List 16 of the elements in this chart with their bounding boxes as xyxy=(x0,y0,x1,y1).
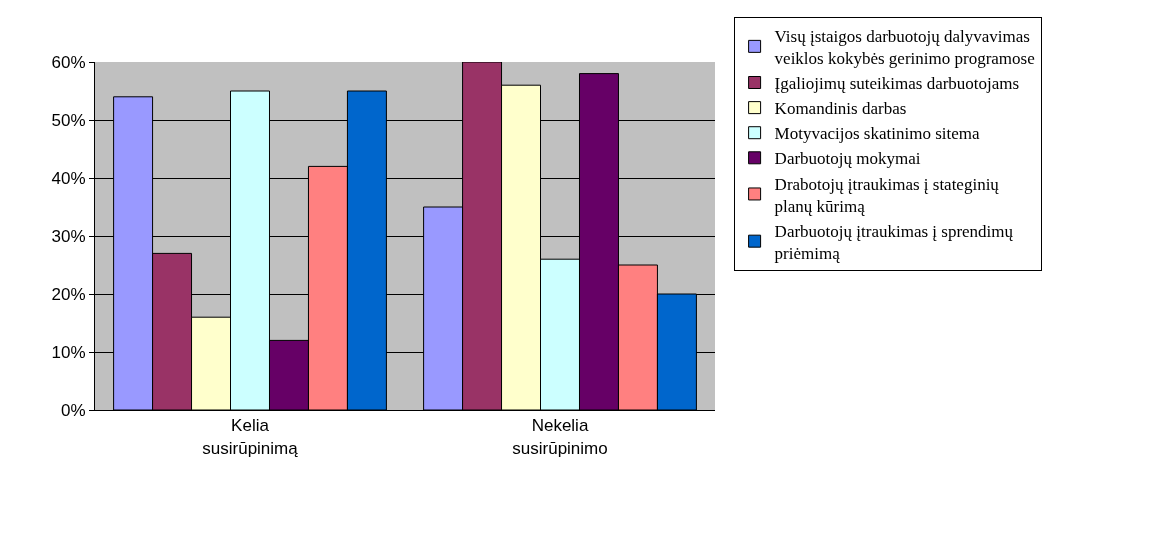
y-tick-label: 0% xyxy=(61,400,86,420)
legend-label: Darbuotojų mokymai xyxy=(774,149,921,169)
legend-label: Komandinis darbas xyxy=(774,99,907,119)
y-tick-label: 10% xyxy=(51,342,86,362)
legend-label: Visų įstaigos darbuotojų dalyvavimas veiklos kokybės gerinimo programose xyxy=(774,26,1035,69)
y-tick-label: 40% xyxy=(51,168,86,188)
y-tick-label: 50% xyxy=(51,110,86,130)
legend-label: Darbuotojų įtraukimas į sprendimų priėmimą xyxy=(774,221,1014,263)
x-tick-label: Nekelia susirūpinimo xyxy=(512,416,608,458)
legend-label: Drabotojų įtraukimas į stateginių planų kūrimą xyxy=(774,174,1000,216)
legend-label: Įgaliojimų suteikimas darbuotojams xyxy=(774,74,1020,94)
y-tick-label: 20% xyxy=(51,284,86,304)
y-tick-label: 30% xyxy=(51,226,86,246)
x-tick-label: Kelia susirūpinimą xyxy=(202,416,299,458)
legend-label: Motyvacijos skatinimo sitema xyxy=(774,124,980,144)
y-tick-label: 60% xyxy=(51,52,86,72)
